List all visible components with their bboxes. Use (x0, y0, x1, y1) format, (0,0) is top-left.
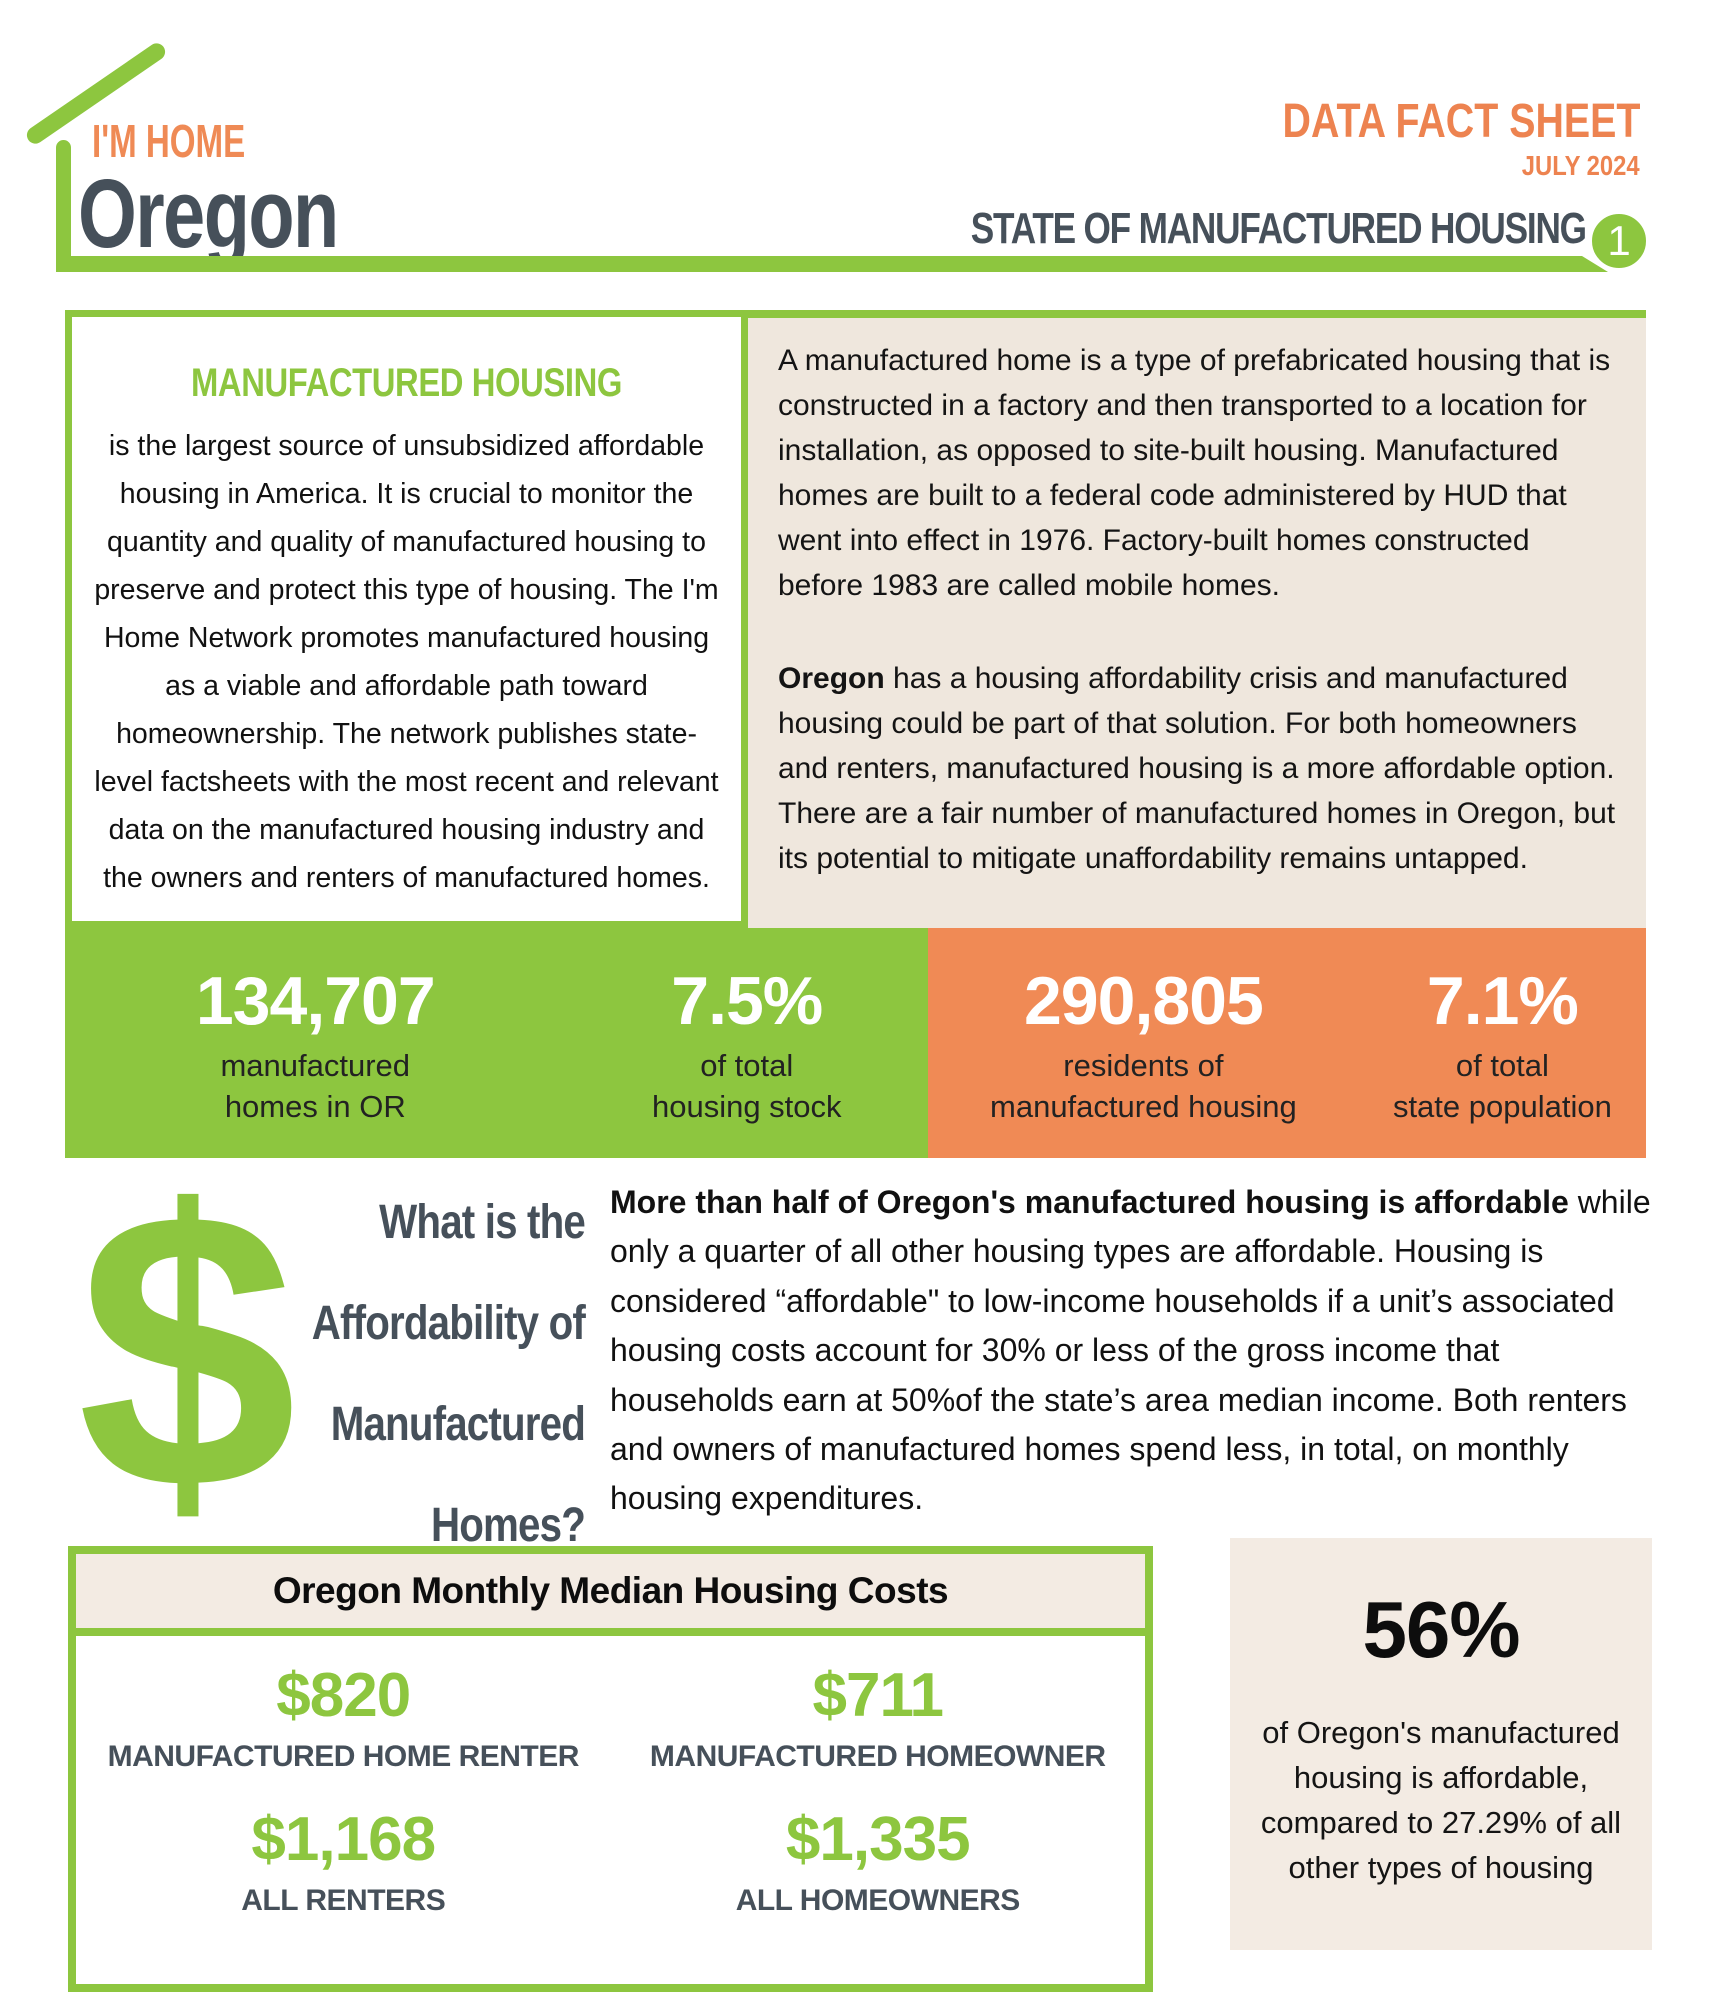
doc-date: JULY 2024 (1522, 150, 1640, 181)
logo-state-text: Oregon (78, 159, 339, 268)
cost-item-mh-renter: $820 MANUFACTURED HOME RENTER (76, 1661, 611, 1774)
stat-value: 7.5% (671, 963, 823, 1039)
stat-value: 134,707 (195, 963, 436, 1039)
costs-grid: $820 MANUFACTURED HOME RENTER $711 MANUF… (76, 1636, 1145, 1918)
page-number-badge: 1 (1588, 210, 1650, 272)
affordability-heading-line: Manufactured (330, 1398, 586, 1451)
affordability-paragraph: More than half of Oregon's manufactured … (610, 1178, 1658, 1524)
cost-value: $820 (276, 1661, 411, 1730)
stat-residents: 290,805 residents of manufactured housing (928, 928, 1359, 1158)
page-number: 1 (1607, 217, 1631, 264)
affordable-share-box: 56% of Oregon's manufactured housing is … (1230, 1538, 1652, 1950)
stat-label: residents of manufactured housing (990, 1047, 1297, 1124)
box-body: is the largest source of unsubsidized af… (94, 430, 719, 894)
cost-item-all-renters: $1,168 ALL RENTERS (76, 1805, 611, 1918)
stat-label: of total housing stock (651, 1047, 842, 1124)
box-heading: MANUFACTURED HOUSING (191, 361, 622, 405)
affordability-lead: More than half of Oregon's manufactured … (610, 1184, 1569, 1220)
manufactured-housing-box: MANUFACTURED HOUSING is the largest sour… (65, 310, 748, 928)
oregon-paragraph: Oregon has a housing affordability crisi… (778, 656, 1618, 881)
stat-housing-stock: 7.5% of total housing stock (566, 928, 928, 1158)
house-wall-icon (56, 140, 71, 272)
stat-population: 7.1% of total state population (1359, 928, 1646, 1158)
cost-label: ALL HOMEOWNERS (735, 1884, 1021, 1918)
highlight-value: 56% (1362, 1585, 1520, 1674)
doc-title: DATA FACT SHEET (1282, 95, 1640, 148)
cost-label: MANUFACTURED HOME RENTER (107, 1740, 580, 1774)
definition-paragraph: A manufactured home is a type of prefabr… (778, 344, 1611, 602)
affordability-heading-line: Homes? (430, 1499, 586, 1552)
cost-label: ALL RENTERS (241, 1884, 446, 1918)
header-green-rule (56, 256, 1608, 272)
oregon-rest: has a housing affordability crisis and m… (778, 662, 1616, 875)
cost-item-mh-owner: $711 MANUFACTURED HOMEOWNER (611, 1661, 1146, 1774)
affordability-heading: What is the Affordability of Manufacture… (180, 1172, 586, 1576)
stat-value: 290,805 (1023, 963, 1264, 1039)
highlight-text: of Oregon's manufactured housing is affo… (1260, 1715, 1622, 1885)
housing-costs-box: Oregon Monthly Median Housing Costs $820… (68, 1546, 1153, 1992)
oregon-lead: Oregon (778, 662, 885, 695)
cost-value: $711 (812, 1661, 944, 1730)
affordability-rest: while only a quarter of all other housin… (610, 1184, 1651, 1517)
stat-label: of total state population (1392, 1047, 1612, 1124)
doc-subtitle: STATE OF MANUFACTURED HOUSING (970, 204, 1587, 253)
stat-homes: 134,707 manufactured homes in OR (65, 928, 566, 1158)
cost-value: $1,335 (785, 1805, 971, 1875)
affordability-heading-line: Affordability of (311, 1297, 586, 1350)
green-stats-panel: 134,707 manufactured homes in OR 7.5% of … (65, 928, 928, 1158)
orange-stats-panel: 290,805 residents of manufactured housing… (928, 928, 1646, 1158)
cost-value: $1,168 (251, 1805, 436, 1875)
dollar-icon: $ (77, 1129, 297, 1571)
stat-label: manufactured homes in OR (220, 1047, 411, 1124)
definition-panel: A manufactured home is a type of prefabr… (748, 310, 1646, 928)
stat-value: 7.1% (1426, 963, 1579, 1039)
cost-item-all-owners: $1,335 ALL HOMEOWNERS (611, 1805, 1146, 1918)
costs-title: Oregon Monthly Median Housing Costs (76, 1554, 1145, 1628)
cost-label: MANUFACTURED HOMEOWNER (649, 1740, 1106, 1774)
costs-divider (76, 1628, 1145, 1636)
logo-brand-text: I'M HOME (92, 115, 246, 167)
affordability-heading-line: What is the (379, 1196, 586, 1249)
